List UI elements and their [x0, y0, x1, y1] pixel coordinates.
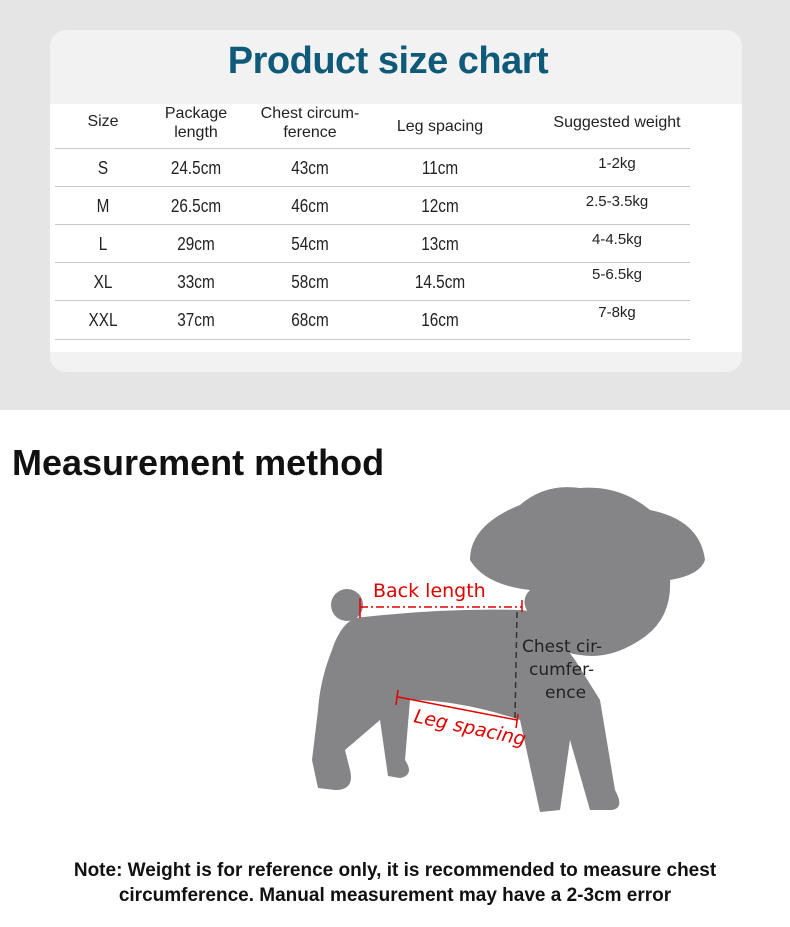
row-divider [55, 148, 690, 149]
page-title: Product size chart [227, 40, 549, 82]
table-cell: 1-2kg [598, 155, 636, 172]
note: Note: Weight is for reference only, it i… [0, 858, 790, 908]
table-cell: L [98, 234, 108, 254]
dog-silhouette [312, 487, 705, 812]
row-divider [55, 300, 690, 301]
row-divider [55, 262, 690, 263]
column-header: Suggested weight [553, 114, 681, 131]
chest-label-3: ence [545, 683, 586, 703]
row-divider [55, 339, 690, 340]
leg-spacing-line [395, 689, 519, 729]
table-cell: 54cm [291, 234, 329, 254]
column-header: Size [87, 113, 119, 130]
chest-line [514, 611, 518, 719]
table-cell: 33cm [177, 272, 215, 292]
table-cell: 29cm [177, 234, 215, 254]
table-cell: 68cm [291, 310, 329, 330]
row-divider [55, 186, 690, 187]
table-cell: 7-8kg [598, 304, 636, 321]
chest-label-1: Chest cir- [522, 637, 602, 657]
table-cell: 58cm [291, 272, 329, 292]
table-cell: M [96, 196, 110, 216]
table-cell: S [97, 158, 109, 178]
table-cell: 46cm [291, 196, 329, 216]
table-cell: 16cm [421, 310, 459, 330]
table-cell: 2.5-3.5kg [585, 193, 649, 210]
table-cell: 5-6.5kg [591, 266, 643, 283]
row-divider [55, 224, 690, 225]
table-cell: 12cm [421, 196, 459, 216]
table-cell: 13cm [421, 234, 459, 254]
chest-label-2: cumfer- [529, 660, 594, 680]
measurement-heading: Measurement method [12, 442, 385, 483]
table-cell: 37cm [177, 310, 215, 330]
table-cell: 26.5cm [170, 196, 222, 216]
table-cell: 24.5cm [170, 158, 222, 178]
table-cell: 11cm [421, 158, 459, 178]
back-length-label: Back length [373, 580, 486, 602]
note-line-1: Note: Weight is for reference only, it i… [73, 860, 717, 881]
column-header: Package length [164, 105, 228, 141]
table-cell: XL [93, 272, 113, 292]
note-line-2: circumference. Manual measurement may ha… [118, 885, 672, 906]
table-cell: 14.5cm [414, 272, 466, 292]
table-cell: 43cm [291, 158, 329, 178]
table-cell: XXL [88, 310, 118, 330]
column-header: Chest circum- ference [260, 105, 360, 141]
table-cell: 4-4.5kg [591, 231, 643, 248]
size-table [50, 104, 742, 352]
back-length-line [359, 598, 523, 618]
column-header: Leg spacing [396, 118, 484, 135]
